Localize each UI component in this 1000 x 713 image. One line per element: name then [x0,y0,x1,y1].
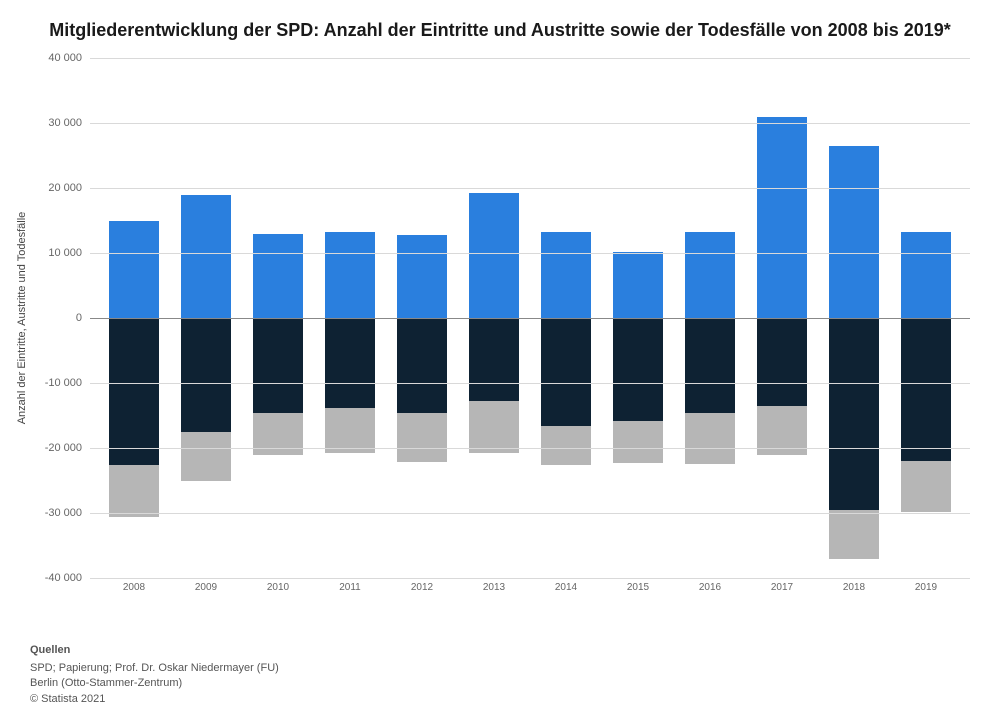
x-tick-label: 2009 [195,578,217,593]
x-tick-label: 2012 [411,578,433,593]
bar-segment [829,146,879,318]
bar-segment [253,234,303,319]
y-tick-label: 40 000 [48,52,82,64]
bar-segment [901,461,951,512]
x-tick-label: 2014 [555,578,577,593]
x-tick-label: 2011 [339,578,361,593]
bar-segment [397,413,447,462]
bar-segment [325,318,375,408]
bar-segment [829,318,879,510]
gridline [90,513,970,514]
bar-segment [109,318,159,464]
bar-segment [181,195,231,319]
x-tick-label: 2019 [915,578,937,593]
sources-heading: Quellen [30,643,279,658]
plot-area: 2008200920102011201220132014201520162017… [90,58,970,578]
bar-segment [469,318,519,401]
y-tick-label: -10 000 [45,377,82,389]
y-tick-label: -40 000 [45,572,82,584]
bar-segment [685,413,735,464]
bar-segment [829,510,879,559]
bar-segment [469,401,519,453]
bar-segment [757,318,807,406]
y-tick-label: 0 [76,312,82,324]
bar-segment [685,232,735,318]
bar-segment [181,432,231,481]
x-tick-label: 2013 [483,578,505,593]
y-tick-label: 10 000 [48,247,82,259]
x-tick-label: 2015 [627,578,649,593]
bar-segment [397,235,447,318]
x-tick-label: 2018 [843,578,865,593]
x-tick-label: 2010 [267,578,289,593]
gridline [90,188,970,189]
gridline [90,448,970,449]
gridline [90,58,970,59]
y-tick-label: -20 000 [45,442,82,454]
x-tick-label: 2016 [699,578,721,593]
bar-segment [901,318,951,461]
gridline [90,123,970,124]
bar-segment [109,465,159,517]
y-tick-label: 30 000 [48,117,82,129]
bar-segment [613,421,663,463]
sources-line: Berlin (Otto-Stammer-Zentrum) [30,676,279,691]
bar-segment [685,318,735,413]
chart-container: Anzahl der Eintritte, Austritte und Tode… [30,58,970,578]
gridline [90,253,970,254]
gridline [90,383,970,384]
bar-segment [613,318,663,421]
bar-segment [325,232,375,318]
bar-segment [325,408,375,454]
bar-segment [757,117,807,319]
chart-title: Mitgliederentwicklung der SPD: Anzahl de… [0,0,1000,48]
bar-segment [181,318,231,432]
x-tick-label: 2008 [123,578,145,593]
gridline [90,318,970,319]
sources-line: SPD; Papierung; Prof. Dr. Oskar Niederma… [30,661,279,676]
bar-segment [469,193,519,318]
bar-segment [613,252,663,318]
bar-segment [541,232,591,318]
y-axis-label: Anzahl der Eintritte, Austritte und Tode… [16,212,28,425]
bar-segment [109,221,159,319]
bar-segment [541,318,591,425]
bar-segment [397,318,447,413]
bar-segment [541,426,591,465]
y-tick-label: 20 000 [48,182,82,194]
sources-line: © Statista 2021 [30,692,279,707]
y-tick-label: -30 000 [45,507,82,519]
bar-segment [253,318,303,412]
gridline [90,578,970,579]
bar-segment [901,232,951,318]
x-tick-label: 2017 [771,578,793,593]
sources-block: Quellen SPD; Papierung; Prof. Dr. Oskar … [30,643,279,707]
